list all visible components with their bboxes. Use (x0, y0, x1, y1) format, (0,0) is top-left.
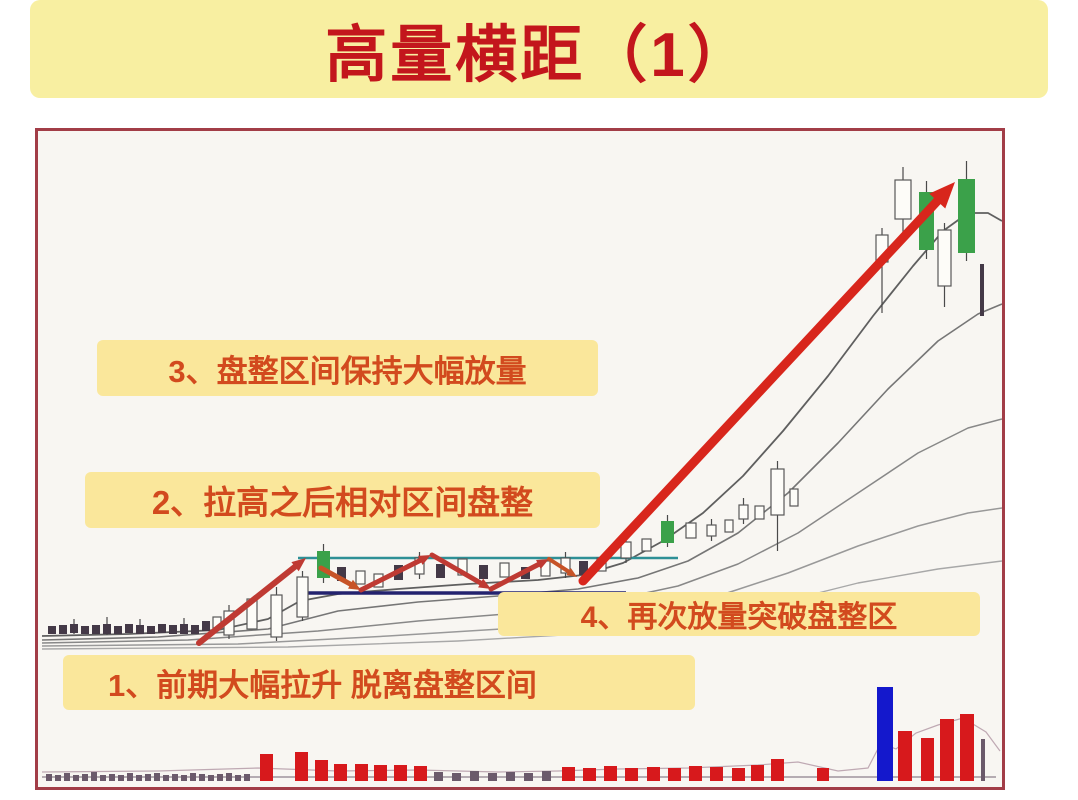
title-banner: 高量横距（1） (30, 0, 1048, 98)
annotation-step-3: 3、盘整区间保持大幅放量 (97, 340, 598, 396)
page-title: 高量横距（1） (325, 21, 753, 90)
annotation-step-1: 1、前期大幅拉升 脱离盘整区间 (63, 655, 695, 710)
annotation-step-4: 4、再次放量突破盘整区 (498, 592, 980, 636)
price-volume-chart (41, 161, 1002, 781)
annotation-step-2: 2、拉高之后相对区间盘整 (85, 472, 600, 528)
